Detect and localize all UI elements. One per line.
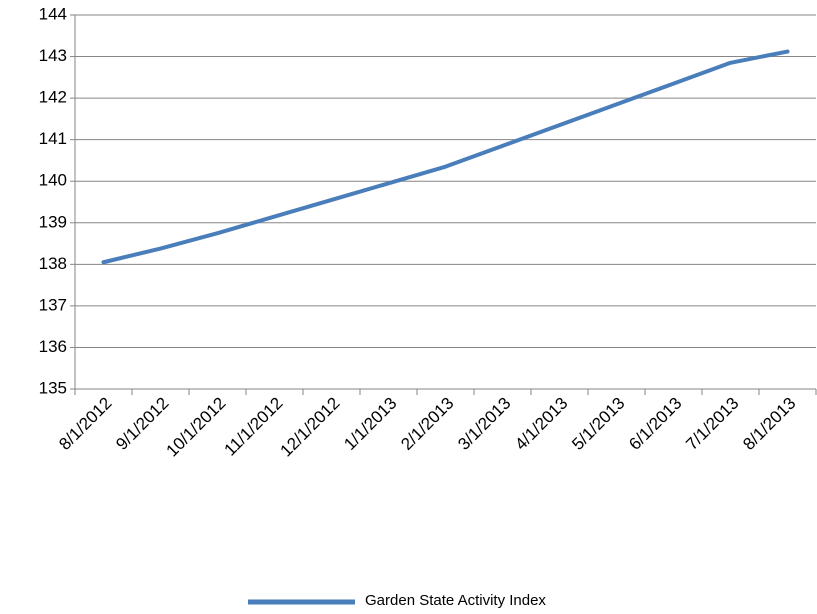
x-tick-label: 6/1/2013 bbox=[625, 394, 685, 454]
y-tick-label: 140 bbox=[39, 171, 67, 190]
x-tick-label: 7/1/2013 bbox=[682, 394, 742, 454]
legend-label: Garden State Activity Index bbox=[365, 592, 546, 609]
y-tick-label: 139 bbox=[39, 212, 67, 231]
y-tick-label: 142 bbox=[39, 88, 67, 107]
x-tick-label: 1/1/2013 bbox=[340, 394, 400, 454]
x-tick-label: 2/1/2013 bbox=[397, 394, 457, 454]
y-tick-label: 141 bbox=[39, 129, 67, 148]
y-tick-label: 137 bbox=[39, 295, 67, 314]
y-tick-label: 138 bbox=[39, 254, 67, 273]
y-tick-label: 136 bbox=[39, 337, 67, 356]
x-tick-label: 11/1/2012 bbox=[220, 394, 286, 460]
x-tick-label: 3/1/2013 bbox=[454, 394, 514, 454]
x-tick-label: 8/1/2013 bbox=[739, 394, 799, 454]
x-tick-label: 5/1/2013 bbox=[568, 394, 628, 454]
y-tick-label: 143 bbox=[39, 46, 67, 65]
x-tick-label: 4/1/2013 bbox=[511, 394, 571, 454]
y-tick-label: 135 bbox=[39, 378, 67, 397]
x-tick-label: 8/1/2012 bbox=[55, 394, 115, 454]
x-tick-label: 12/1/2012 bbox=[277, 394, 344, 461]
x-tick-label: 10/1/2012 bbox=[163, 394, 230, 461]
x-tick-label: 9/1/2012 bbox=[112, 394, 172, 454]
y-tick-label: 144 bbox=[39, 4, 67, 23]
series-line bbox=[101, 49, 790, 265]
